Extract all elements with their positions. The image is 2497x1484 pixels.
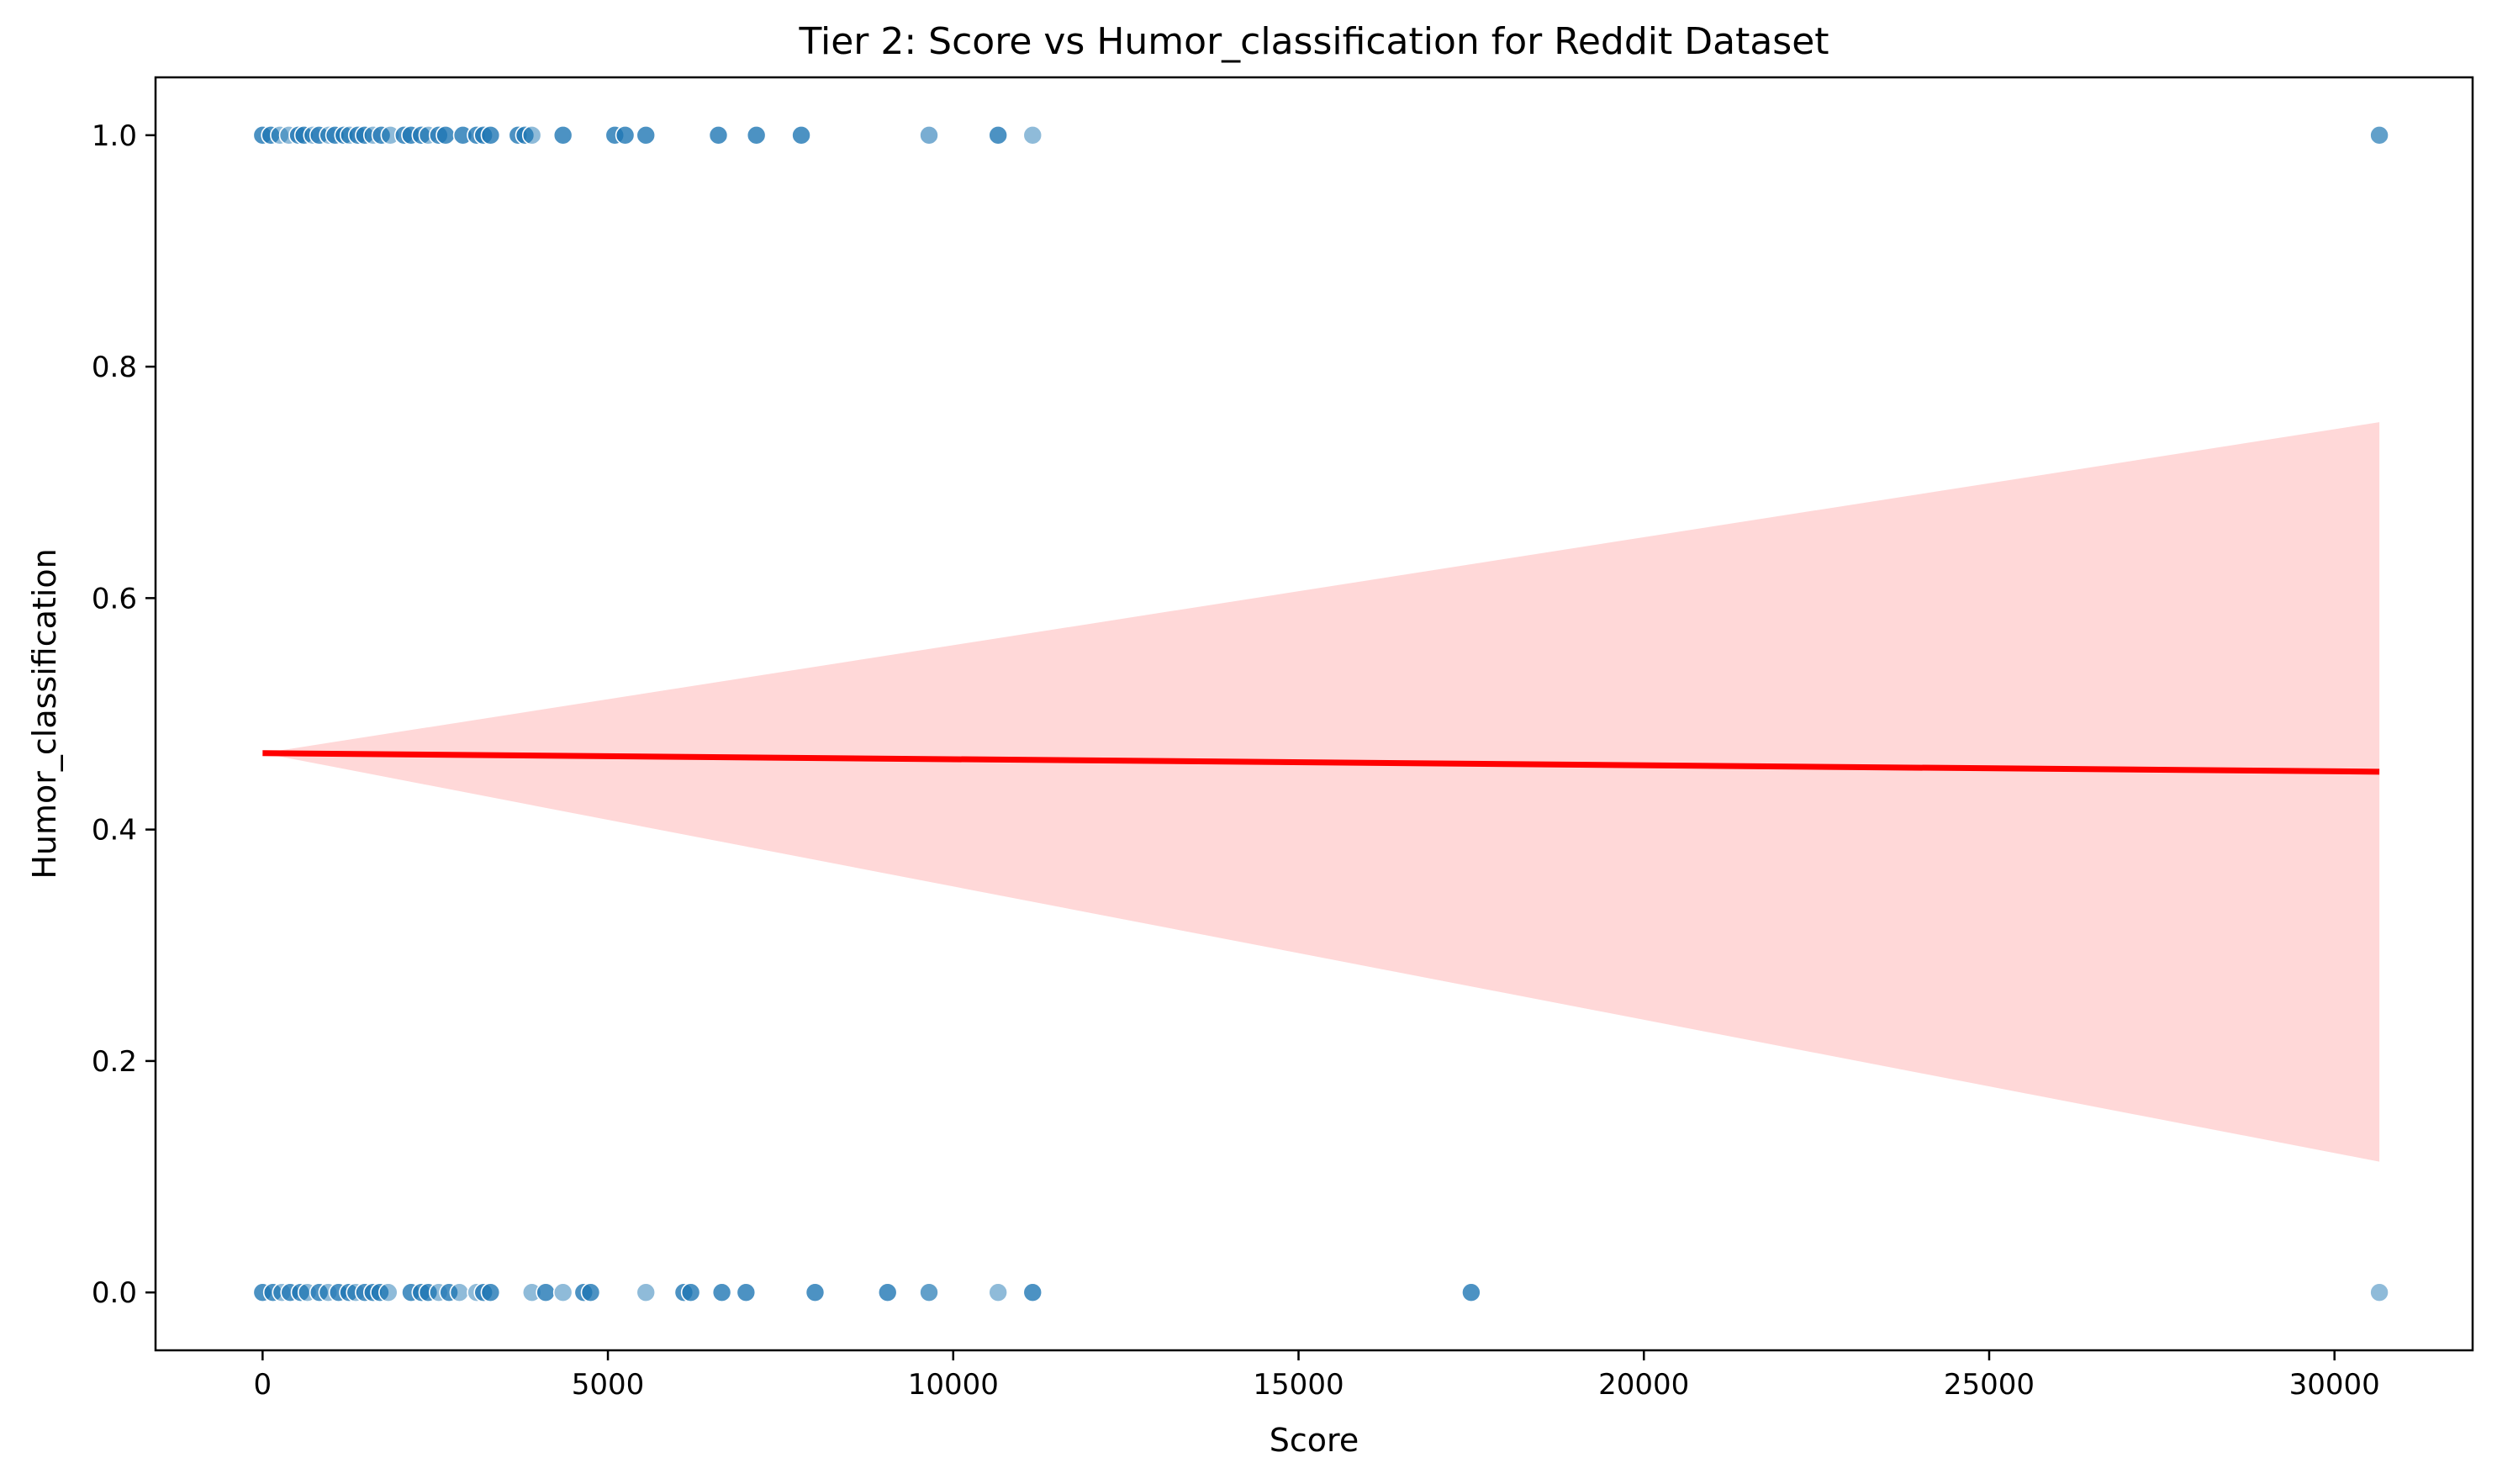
plot-area: [154, 76, 2474, 1352]
x-tick-label: 5000: [572, 1368, 645, 1402]
scatter-point: [919, 1282, 939, 1302]
scatter-point: [1022, 1282, 1043, 1302]
scatter-point: [480, 1282, 501, 1302]
scatter-point: [988, 1282, 1008, 1302]
scatter-point: [805, 1282, 826, 1302]
x-tick-label: 20000: [1598, 1368, 1689, 1402]
x-axis-label: Score: [1270, 1422, 1359, 1459]
y-tick-label: 0.2: [92, 1045, 137, 1079]
scatter-point: [436, 125, 456, 145]
x-tick-label: 10000: [908, 1368, 999, 1402]
scatter-point: [680, 1282, 701, 1302]
scatter-point: [536, 1282, 556, 1302]
regression-line: [262, 750, 2380, 775]
scatter-points: [252, 125, 2389, 1302]
scatter-point: [736, 1282, 757, 1302]
scatter-point: [1022, 125, 1043, 145]
x-tick-label: 15000: [1253, 1368, 1344, 1402]
chart-title: Tier 2: Score vs Humor_classification fo…: [798, 20, 1829, 63]
x-tick-label: 25000: [1944, 1368, 2035, 1402]
y-tick-label: 1.0: [92, 119, 137, 153]
scatter-point: [746, 125, 767, 145]
scatter-point: [2369, 1282, 2389, 1302]
y-tick-label: 0.0: [92, 1276, 137, 1310]
y-axis-label: Humor_classification: [26, 548, 63, 879]
scatter-point: [521, 125, 542, 145]
scatter-point: [552, 125, 573, 145]
scatter-point: [378, 1282, 399, 1302]
y-tick-label: 0.6: [92, 582, 137, 615]
y-tick-label: 0.4: [92, 814, 137, 848]
scatter-point: [1461, 1282, 1481, 1302]
y-axis: 0.0 0.2 0.4 0.6 0.8 1.0: [92, 119, 156, 1310]
scatter-point: [480, 125, 501, 145]
confidence-band: [262, 422, 2380, 1162]
scatter-point: [615, 125, 636, 145]
plot-frame: [154, 76, 2474, 1352]
scatter-point: [636, 125, 657, 145]
x-tick-label: 30000: [2289, 1368, 2380, 1402]
scatter-point: [552, 1282, 573, 1302]
x-tick-label: 0: [254, 1368, 272, 1402]
scatter-point: [636, 1282, 657, 1302]
scatter-point: [2369, 125, 2389, 145]
x-axis: 0 5000 10000 15000 20000 25000 30000: [254, 1350, 2380, 1402]
scatter-point: [711, 1282, 732, 1302]
scatter-point: [449, 1282, 470, 1302]
scatter-point: [919, 125, 939, 145]
scatter-point: [988, 125, 1008, 145]
scatter-point: [580, 1282, 601, 1302]
scatter-point: [708, 125, 729, 145]
scatter-point: [791, 125, 811, 145]
y-tick-label: 0.8: [92, 351, 137, 384]
scatter-point: [877, 1282, 898, 1302]
